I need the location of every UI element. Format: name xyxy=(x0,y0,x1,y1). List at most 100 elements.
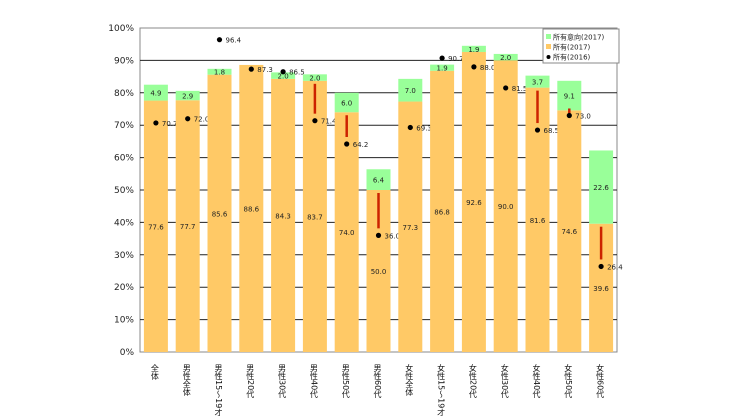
y-tick-label: 40% xyxy=(114,218,134,228)
legend-label: 所有意向(2017) xyxy=(553,33,605,42)
point-own-2016 xyxy=(439,55,445,61)
bar-own-2017 xyxy=(207,74,232,352)
data-label-2016: 64.2 xyxy=(353,141,369,149)
bar-own-2017 xyxy=(239,64,264,352)
x-tick-label: 女性15～19才 xyxy=(437,363,446,416)
x-tick-label: 男性50代 xyxy=(341,364,350,399)
data-label-2016: 68.5 xyxy=(544,127,560,135)
y-tick-label: 100% xyxy=(108,24,134,34)
bar-intent-2017 xyxy=(398,78,423,102)
y-tick-label: 80% xyxy=(114,89,134,99)
bar-intent-2017 xyxy=(302,74,327,81)
x-tick-label: 男性60代 xyxy=(373,364,382,399)
bar-intent-2017 xyxy=(557,80,582,111)
point-own-2016 xyxy=(503,85,509,91)
y-tick-label: 70% xyxy=(114,121,134,131)
data-label-own: 81.6 xyxy=(530,217,546,225)
data-label-intent: 2.0 xyxy=(278,73,289,81)
data-label-intent: 9.1 xyxy=(564,93,575,101)
data-label-own: 88.6 xyxy=(244,205,260,213)
bar-own-2017 xyxy=(175,100,200,352)
data-label-intent: 1.8 xyxy=(214,69,225,77)
x-tick-label: 全体 xyxy=(150,363,159,381)
legend-label: 所有(2017) xyxy=(553,43,591,52)
data-label-intent: 4.9 xyxy=(150,90,161,98)
point-own-2016 xyxy=(280,69,286,75)
y-tick-label: 10% xyxy=(114,316,134,326)
bar-own-2017 xyxy=(143,100,168,353)
data-label-2016: 73.0 xyxy=(575,112,591,120)
bar-intent-2017 xyxy=(525,75,550,88)
data-label-2016: 96.4 xyxy=(226,37,242,45)
bar-own-2017 xyxy=(398,101,423,352)
point-own-2016 xyxy=(598,263,604,270)
y-tick-label: 50% xyxy=(114,186,134,196)
point-own-2016 xyxy=(248,66,254,72)
point-own-2016 xyxy=(185,116,191,122)
y-tick-label: 20% xyxy=(114,283,134,293)
bar-intent-2017 xyxy=(271,72,296,79)
data-label-own: 90.0 xyxy=(498,203,514,211)
data-label-own: 74.0 xyxy=(339,229,355,237)
bar-own-2017 xyxy=(302,80,327,352)
y-tick-label: 0% xyxy=(120,348,135,358)
bar-own-2017 xyxy=(493,60,518,353)
data-label-2016: 87.3 xyxy=(257,66,273,74)
point-own-2016 xyxy=(153,120,159,126)
x-tick-label: 男性40代 xyxy=(309,364,318,399)
data-label-own: 39.6 xyxy=(593,285,609,293)
data-label-2016: 90.7 xyxy=(448,55,464,63)
data-label-2016: 86.5 xyxy=(289,69,305,77)
data-label-intent: 2.0 xyxy=(309,75,320,83)
x-tick-label: 女性20代 xyxy=(468,363,477,399)
point-own-2016 xyxy=(375,232,382,238)
bar-intent-2017 xyxy=(366,169,391,190)
bar-intent-2017 xyxy=(430,64,455,71)
point-own-2016 xyxy=(471,64,477,70)
legend-swatch xyxy=(546,55,551,59)
data-label-own: 92.6 xyxy=(466,199,482,207)
x-tick-label: 女性60代 xyxy=(596,363,605,399)
data-label-intent: 3.7 xyxy=(532,79,543,87)
data-label-intent: 6.0 xyxy=(341,100,352,108)
bar-intent-2017 xyxy=(207,68,232,75)
data-label-own: 77.3 xyxy=(403,224,419,232)
point-own-2016 xyxy=(216,37,223,43)
point-own-2016 xyxy=(534,127,541,133)
x-tick-label: 男性15～19才 xyxy=(214,364,223,416)
data-label-2016: 36.0 xyxy=(385,232,401,240)
point-own-2016 xyxy=(407,124,413,131)
data-label-own: 77.6 xyxy=(148,223,164,231)
x-tick-label: 女性40代 xyxy=(532,363,541,399)
x-tick-label: 男性全体 xyxy=(182,364,191,397)
bar-own-2017 xyxy=(271,78,296,353)
bar-own-2017 xyxy=(557,110,582,353)
data-label-own: 84.3 xyxy=(275,212,291,220)
point-own-2016 xyxy=(312,118,318,124)
data-label-own: 74.6 xyxy=(562,228,578,236)
data-label-own: 50.0 xyxy=(371,268,387,276)
x-tick-label: 女性50代 xyxy=(564,363,573,399)
data-label-intent: 7.0 xyxy=(405,87,416,95)
data-label-own: 85.6 xyxy=(212,210,228,218)
data-label-2016: 26.4 xyxy=(607,263,623,271)
bar-intent-2017 xyxy=(334,92,359,113)
bar-intent-2017 xyxy=(589,150,614,224)
legend-label: 所有(2016) xyxy=(553,53,591,62)
bar-intent-2017 xyxy=(143,84,168,101)
bar-intent-2017 xyxy=(175,90,200,101)
data-label-intent: 2.0 xyxy=(500,54,511,62)
data-label-intent: 6.4 xyxy=(373,177,385,185)
bar-intent-2017 xyxy=(493,53,518,61)
data-label-2016: 81.5 xyxy=(512,85,528,93)
data-label-intent: 1.9 xyxy=(468,46,479,54)
data-label-own: 86.8 xyxy=(434,208,450,216)
data-label-2016: 72.0 xyxy=(194,116,210,124)
y-tick-label: 60% xyxy=(114,154,134,164)
bar-own-2017 xyxy=(334,112,359,353)
data-label-own: 83.7 xyxy=(307,213,323,221)
data-label-2016: 69.3 xyxy=(416,124,432,132)
point-own-2016 xyxy=(566,112,572,119)
legend xyxy=(542,28,620,64)
